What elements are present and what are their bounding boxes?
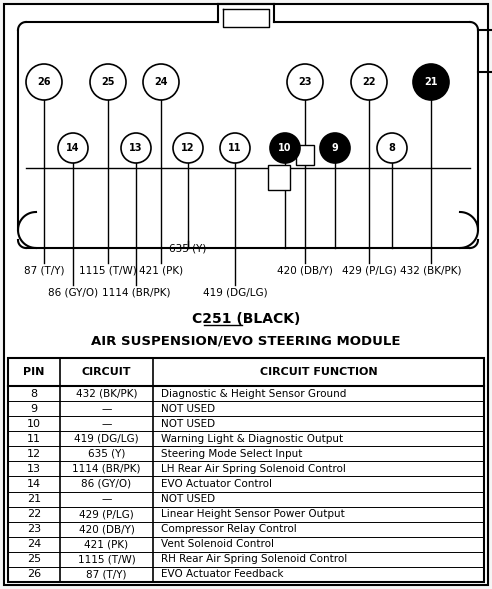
Text: 11: 11 [27, 434, 41, 444]
Text: 12: 12 [27, 449, 41, 459]
Text: 23: 23 [27, 524, 41, 534]
Text: CIRCUIT: CIRCUIT [82, 367, 131, 377]
Text: 13: 13 [27, 464, 41, 474]
Text: 635 (Y): 635 (Y) [88, 449, 125, 459]
Circle shape [287, 64, 323, 100]
Text: 421 (PK): 421 (PK) [139, 265, 183, 275]
Text: 429 (P/LG): 429 (P/LG) [341, 265, 397, 275]
Text: 8: 8 [389, 143, 396, 153]
Text: NOT USED: NOT USED [161, 494, 215, 504]
Circle shape [270, 133, 300, 163]
Bar [268, 165, 290, 190]
Text: 9: 9 [31, 403, 37, 413]
Text: 86 (GY/O): 86 (GY/O) [82, 479, 131, 489]
Circle shape [58, 133, 88, 163]
Text: 21: 21 [424, 77, 438, 87]
Text: 14: 14 [66, 143, 80, 153]
Circle shape [320, 133, 350, 163]
Text: 9: 9 [332, 143, 338, 153]
Text: 12: 12 [181, 143, 195, 153]
Text: 14: 14 [27, 479, 41, 489]
Text: 21: 21 [27, 494, 41, 504]
Text: 24: 24 [154, 77, 168, 87]
Text: 10: 10 [27, 419, 41, 429]
Circle shape [90, 64, 126, 100]
Text: 419 (DG/LG): 419 (DG/LG) [203, 287, 267, 297]
Text: 1115 (T/W): 1115 (T/W) [78, 554, 135, 564]
Text: EVO Actuator Control: EVO Actuator Control [161, 479, 272, 489]
Text: —: — [101, 403, 112, 413]
Text: 24: 24 [27, 540, 41, 550]
Bar [8, 358, 484, 582]
Bar [18, 22, 478, 248]
Text: 13: 13 [129, 143, 143, 153]
Text: 22: 22 [27, 509, 41, 519]
Text: EVO Actuator Feedback: EVO Actuator Feedback [161, 570, 283, 580]
Text: 10: 10 [278, 143, 292, 153]
Text: 26: 26 [27, 570, 41, 580]
Text: 421 (PK): 421 (PK) [85, 540, 128, 550]
Circle shape [351, 64, 387, 100]
Text: 429 (P/LG): 429 (P/LG) [79, 509, 134, 519]
Text: —: — [101, 419, 112, 429]
Text: NOT USED: NOT USED [161, 403, 215, 413]
Text: 1114 (BR/PK): 1114 (BR/PK) [102, 287, 170, 297]
Text: NOT USED: NOT USED [161, 419, 215, 429]
Text: 86 (GY/O): 86 (GY/O) [48, 287, 98, 297]
Text: Vent Solenoid Control: Vent Solenoid Control [161, 540, 274, 550]
Text: 8: 8 [31, 389, 37, 399]
Text: 11: 11 [228, 143, 242, 153]
Text: 420 (DB/Y): 420 (DB/Y) [277, 265, 333, 275]
Text: 23: 23 [298, 77, 312, 87]
Text: AIR SUSPENSION/EVO STEERING MODULE: AIR SUSPENSION/EVO STEERING MODULE [91, 334, 401, 347]
Text: Linear Height Sensor Power Output: Linear Height Sensor Power Output [161, 509, 345, 519]
Text: PIN: PIN [23, 367, 45, 377]
Text: 25: 25 [27, 554, 41, 564]
Circle shape [173, 133, 203, 163]
Text: 22: 22 [362, 77, 376, 87]
Text: 419 (DG/LG): 419 (DG/LG) [74, 434, 139, 444]
Text: 420 (DB/Y): 420 (DB/Y) [79, 524, 134, 534]
Text: RH Rear Air Spring Solenoid Control: RH Rear Air Spring Solenoid Control [161, 554, 347, 564]
Text: Steering Mode Select Input: Steering Mode Select Input [161, 449, 303, 459]
Circle shape [121, 133, 151, 163]
Circle shape [143, 64, 179, 100]
Text: LH Rear Air Spring Solenoid Control: LH Rear Air Spring Solenoid Control [161, 464, 346, 474]
Text: 87 (T/Y): 87 (T/Y) [86, 570, 127, 580]
Text: CIRCUIT FUNCTION: CIRCUIT FUNCTION [260, 367, 377, 377]
Text: 87 (T/Y): 87 (T/Y) [24, 265, 64, 275]
Text: Compressor Relay Control: Compressor Relay Control [161, 524, 297, 534]
Text: 432 (BK/PK): 432 (BK/PK) [76, 389, 137, 399]
Bar [296, 145, 314, 165]
Text: 635 (Y): 635 (Y) [169, 243, 207, 253]
Text: 432 (BK/PK): 432 (BK/PK) [400, 265, 462, 275]
Text: 1114 (BR/PK): 1114 (BR/PK) [72, 464, 141, 474]
Text: 26: 26 [37, 77, 51, 87]
Text: 25: 25 [101, 77, 115, 87]
Text: Warning Light & Diagnostic Output: Warning Light & Diagnostic Output [161, 434, 343, 444]
Text: 1115 (T/W): 1115 (T/W) [79, 265, 137, 275]
Circle shape [220, 133, 250, 163]
Text: C251 (BLACK): C251 (BLACK) [192, 312, 300, 326]
Circle shape [377, 133, 407, 163]
Circle shape [26, 64, 62, 100]
Circle shape [413, 64, 449, 100]
Text: —: — [101, 494, 112, 504]
Text: Diagnostic & Height Sensor Ground: Diagnostic & Height Sensor Ground [161, 389, 346, 399]
